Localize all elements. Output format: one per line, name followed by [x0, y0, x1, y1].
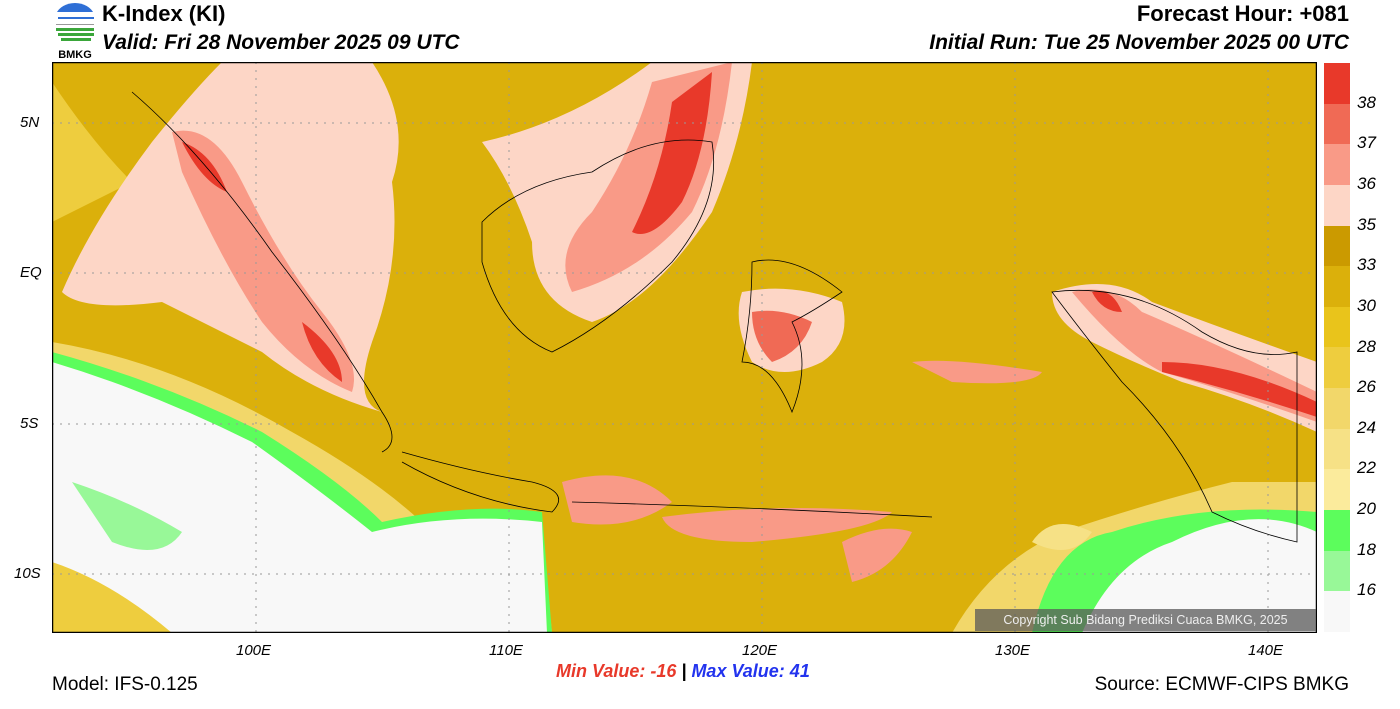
- svg-text:BMKG: BMKG: [58, 49, 92, 60]
- lon-label-110e: 110E: [489, 642, 523, 659]
- separator: |: [681, 661, 687, 681]
- colorbar-segment: [1324, 550, 1350, 592]
- colorbar-label: 26: [1357, 377, 1376, 397]
- colorbar-label: 38: [1357, 92, 1376, 112]
- lon-label-130e: 130E: [995, 642, 1031, 659]
- colorbar-segment: [1324, 510, 1350, 551]
- colorbar-segment: [1324, 225, 1350, 267]
- valid-time: Valid: Fri 28 November 2025 09 UTC: [102, 31, 460, 54]
- lat-label-5n: 5N: [20, 114, 40, 131]
- low-values-australia: [952, 482, 1317, 633]
- colorbar-label: 18: [1357, 539, 1376, 559]
- colorbar-segment: [1324, 306, 1350, 348]
- lon-label-140e: 140E: [1248, 642, 1284, 659]
- colorbar-segment: [1324, 347, 1350, 389]
- colorbar-segment: [1324, 388, 1350, 429]
- colorbar-segment: [1324, 184, 1350, 226]
- colorbar-segment: [1324, 469, 1350, 511]
- copyright-notice: Copyright Sub Bidang Prediksi Cuaca BMKG…: [975, 609, 1316, 631]
- low-values-indian-ocean: [52, 82, 552, 633]
- min-max-values: Min Value: -16 | Max Value: 41: [556, 661, 810, 682]
- initial-run: Initial Run: Tue 25 November 2025 00 UTC: [929, 31, 1349, 54]
- colorbar-segment: [1324, 144, 1350, 185]
- high-values: [62, 62, 1317, 582]
- colorbar-segment: [1324, 103, 1350, 145]
- lon-label-120e: 120E: [742, 642, 778, 659]
- colorbar-label: 20: [1357, 499, 1376, 519]
- colorbar-label: 16: [1357, 580, 1376, 600]
- lat-label-5s: 5S: [20, 415, 39, 432]
- min-value: Min Value: -16: [556, 661, 677, 681]
- colorbar-segment: [1324, 63, 1350, 104]
- colorbar-label: 30: [1357, 295, 1376, 315]
- colorbar-segment: [1324, 428, 1350, 470]
- lat-label-10s: 10S: [14, 565, 41, 582]
- data-source: Source: ECMWF-CIPS BMKG: [1094, 674, 1349, 695]
- colorbar-label: 36: [1357, 173, 1376, 193]
- bmkg-logo: BMKG: [52, 0, 98, 61]
- colorbar-label: 33: [1357, 255, 1376, 275]
- max-value: Max Value: 41: [691, 661, 810, 681]
- colorbar-label: 22: [1357, 458, 1376, 478]
- lat-label-eq: EQ: [20, 264, 42, 281]
- lon-label-100e: 100E: [236, 642, 272, 659]
- colorbar-segment: [1324, 591, 1350, 632]
- graticule: [52, 62, 1317, 633]
- map-title: K-Index (KI): [102, 1, 226, 26]
- colorbar-label: 28: [1357, 336, 1376, 356]
- colorbar-label: 35: [1357, 214, 1376, 234]
- coastlines: [131, 91, 1298, 543]
- colorbar-segment: [1324, 266, 1350, 307]
- model-name: Model: IFS-0.125: [52, 674, 198, 695]
- colorbar-label: 37: [1357, 133, 1376, 153]
- k-index-map: [52, 62, 1317, 633]
- colorbar-label: 24: [1357, 417, 1376, 437]
- colorbar: [1324, 63, 1350, 632]
- forecast-hour: Forecast Hour: +081: [1136, 1, 1349, 26]
